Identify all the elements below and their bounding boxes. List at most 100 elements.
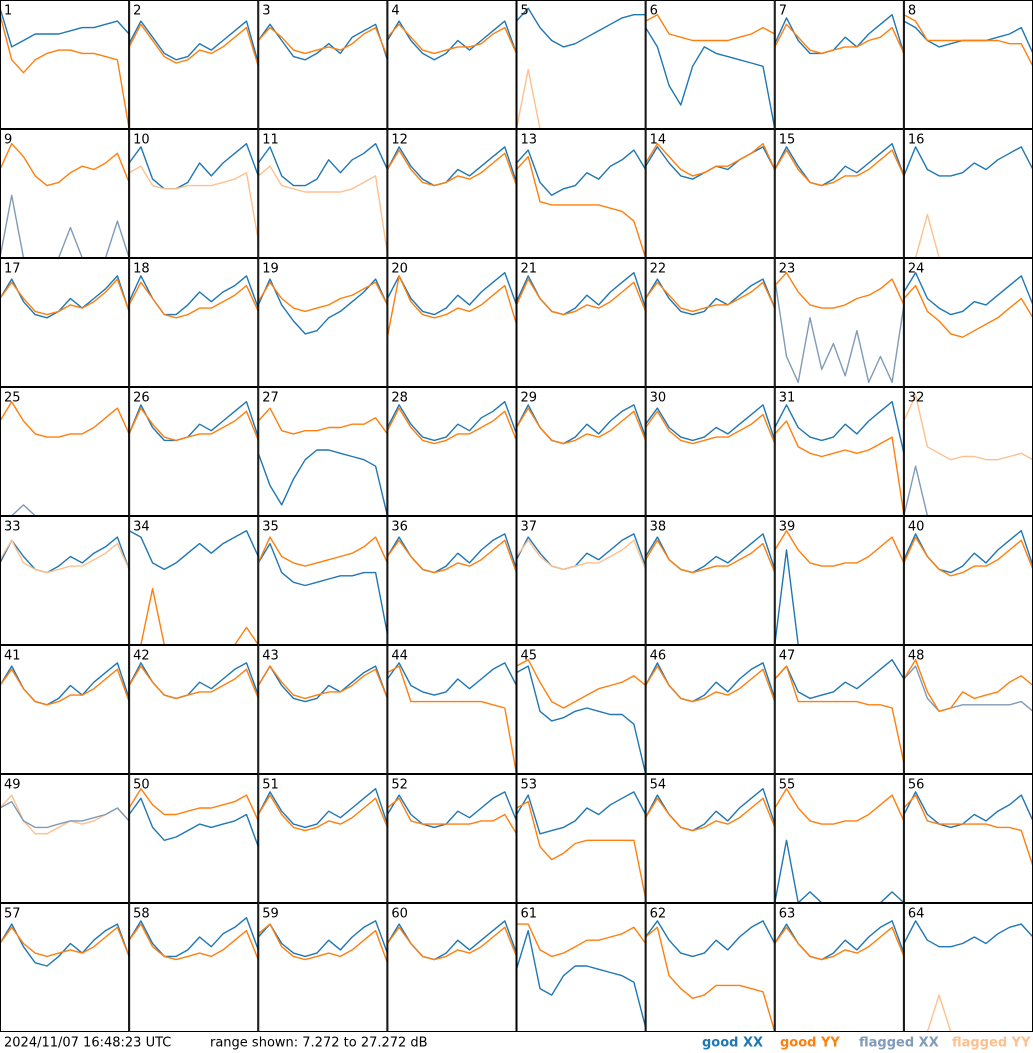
panel-border [129,774,259,903]
spectrum-line [387,926,517,961]
spectrum-line [0,926,130,958]
spectrum-line [387,401,517,442]
spectrum-line [516,149,646,196]
panel [387,662,517,774]
panel-border [645,129,775,258]
panel [516,791,646,899]
panel [645,404,775,445]
panel-number: 10 [133,133,150,148]
spectrum-line [129,588,259,645]
panel-border [129,516,259,645]
panel-number: 27 [262,391,279,406]
spectrum-line [387,275,517,338]
panel-number: 51 [262,778,279,793]
panel [129,143,259,241]
panel-number: 49 [4,778,21,793]
spectrum-line [387,407,517,445]
spectrum-line [645,404,775,442]
spectrum-line [645,278,775,316]
panel-number: 57 [4,907,21,922]
panel-number: 14 [650,133,667,148]
panel [387,401,517,445]
panel-border [0,0,130,129]
panel-border [516,516,646,645]
spectrum-line [516,800,646,899]
spectrum-line [774,23,904,55]
panel [129,530,259,645]
panel-number: 64 [908,907,925,922]
spectrum-line [774,401,904,454]
spectrum-line [645,797,775,832]
panel-border [387,258,517,387]
spectrum-line [903,14,1033,67]
panel [0,794,130,835]
panel-number: 20 [391,262,408,277]
panel-border [903,387,1033,516]
spectrum-line [258,665,388,700]
spectrum-line [387,791,517,829]
spectrum-line [129,165,259,241]
spectrum-line [387,146,517,187]
panel-number: 2 [133,4,141,19]
panel [774,401,904,515]
spectrum-line [387,149,517,187]
spectrum-line [903,272,1033,316]
panel-number: 4 [391,4,399,19]
panel [129,275,259,319]
spectrum-line [903,284,1033,338]
panel-number: 42 [133,649,150,664]
spectrum-line [387,665,517,774]
panel [903,14,1033,67]
spectrum-line [516,7,646,48]
panel-number: 28 [391,391,408,406]
spectrum-line [0,923,130,967]
panel-number: 16 [908,133,925,148]
panel-border [774,258,904,387]
timestamp: 2024/11/07 16:48:23 UTC [4,1036,171,1051]
spectrum-line [129,665,259,700]
spectrum-line [129,530,259,571]
spectrum-line [903,659,1033,712]
spectrum-line [516,155,646,258]
panel [387,20,517,61]
spectrum-line [903,146,1033,177]
spectrum-line [774,272,904,309]
spectrum-line [516,68,646,129]
panel-number: 35 [262,520,279,535]
panel [258,788,388,832]
panel-border [903,774,1033,903]
panel-number: 54 [650,778,667,793]
panel-border [645,774,775,903]
panel-number: 19 [262,262,279,277]
panel-number: 58 [133,907,150,922]
spectrum-line [0,275,130,319]
panel-border [645,516,775,645]
panel-number: 6 [650,4,658,19]
panel-border [129,903,259,1032]
spectrum-line [129,407,259,442]
panel-border [645,258,775,387]
panel-border [258,258,388,387]
panel-border [774,516,904,645]
spectrum-line [903,791,1033,829]
panel-border [516,774,646,903]
panel [516,404,646,445]
spectrum-line [774,278,904,383]
panel [387,920,517,961]
spectrum-line [258,542,388,635]
panel-number: 30 [650,391,667,406]
spectrum-line [645,920,775,958]
panel-number: 34 [133,520,150,535]
panel-border [645,645,775,774]
panel-number: 48 [908,649,925,664]
panel-number: 13 [521,133,538,148]
spectrum-line [516,665,646,774]
spectrum-line [0,194,130,258]
spectrum-line [516,533,646,571]
panel-number: 33 [4,520,21,535]
panel [387,272,517,338]
spectrum-line [903,920,1033,948]
panel-number: 56 [908,778,925,793]
legend-entry: good XX [702,1036,763,1051]
